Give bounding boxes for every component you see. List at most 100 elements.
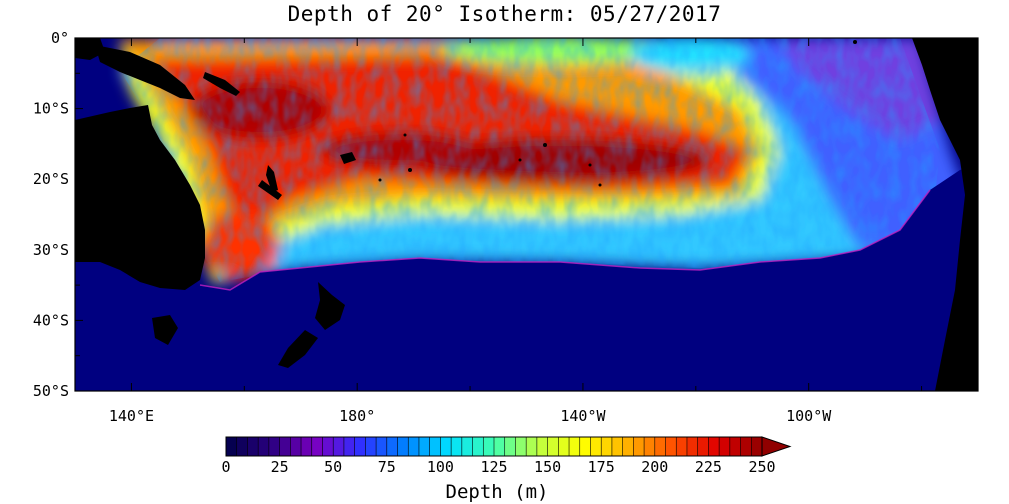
- new-zealand-south: [278, 330, 318, 368]
- data-edge: [199, 189, 931, 291]
- solomon-islands: [203, 72, 240, 96]
- colorbar-tick-label: 25: [271, 458, 289, 476]
- colorbar-bin: [258, 437, 270, 456]
- colorbar-bin: [418, 437, 431, 456]
- colorbar-bin: [483, 437, 495, 456]
- lon-tick-label: 180°: [339, 407, 375, 425]
- lon-tick-label: 140°E: [109, 407, 154, 425]
- colorbar-bin: [665, 437, 677, 456]
- lon-tick-label: 140°W: [560, 407, 606, 425]
- vanuatu: [266, 165, 278, 192]
- colorbar-bin: [226, 437, 238, 456]
- colorbar-tick-label: 100: [427, 458, 454, 476]
- colorbar-tick-label: 250: [748, 458, 775, 476]
- colorbar-bin: [504, 437, 516, 456]
- colorbar-tick-label: 125: [480, 458, 507, 476]
- lat-tick-label: 50°S: [33, 382, 69, 400]
- colorbar-tick-label: 75: [378, 458, 396, 476]
- colorbar-bin: [622, 437, 634, 456]
- tasmania: [152, 315, 178, 345]
- colorbar-bin: [676, 437, 688, 456]
- island-5: [598, 183, 602, 187]
- colorbar-bin: [279, 437, 291, 456]
- colorbar-bin: [633, 437, 645, 456]
- australia: [75, 105, 205, 290]
- colorbar-bin: [311, 437, 323, 456]
- colorbar-bin: [558, 437, 570, 456]
- colorbar-bin: [654, 437, 667, 456]
- colorbar-tick-label: 0: [221, 458, 230, 476]
- colorbar-bin: [322, 437, 334, 456]
- colorbar-bin: [386, 437, 399, 456]
- colorbar-bin: [536, 437, 549, 456]
- island-6: [378, 178, 382, 182]
- colorbar-bin: [515, 437, 527, 456]
- island-3: [518, 158, 522, 162]
- data-field: [75, 38, 978, 391]
- colorbar-bin: [611, 437, 624, 456]
- colorbar-bin: [526, 437, 538, 456]
- colorbar-bin: [719, 437, 731, 456]
- colorbar-tick-label: 225: [695, 458, 722, 476]
- island-7: [403, 133, 407, 137]
- longitude-axis: 140°E 180° 140°W 100°W: [109, 38, 923, 425]
- colorbar-bin: [343, 437, 356, 456]
- lat-tick-label: 20°S: [33, 170, 69, 188]
- colorbar-tick-label: 175: [588, 458, 615, 476]
- colorbar-bin: [301, 437, 313, 456]
- indonesia: [75, 38, 105, 60]
- colorbar-extend-arrow: [761, 436, 792, 457]
- colorbar-bin: [247, 437, 259, 456]
- new-caledonia: [258, 180, 282, 200]
- colorbar-bin: [236, 437, 248, 456]
- island-8: [853, 40, 857, 44]
- colorbar-bin: [354, 437, 366, 456]
- colorbar-bin: [451, 437, 463, 456]
- colorbar-bin: [461, 437, 474, 456]
- colorbar-bin: [333, 437, 345, 456]
- colorbar-bin: [601, 437, 613, 456]
- land: [75, 38, 978, 391]
- latitude-axis: 0° 10°S 20°S 30°S 40°S 50°S: [33, 29, 978, 400]
- colorbar-tick-label: 200: [641, 458, 668, 476]
- field-texture: [120, 38, 940, 282]
- island-2: [543, 143, 547, 147]
- colorbar-bin: [429, 437, 441, 456]
- new-guinea: [95, 45, 195, 100]
- colorbar-tick-label: 50: [324, 458, 342, 476]
- colorbar-bin: [494, 437, 506, 456]
- colorbar-bin: [697, 437, 709, 456]
- colorbar-bin: [376, 437, 388, 456]
- colorbar-bin: [547, 437, 559, 456]
- colorbar-bin: [686, 437, 699, 456]
- colorbar-bin: [708, 437, 720, 456]
- colorbar-bin: [440, 437, 452, 456]
- lat-tick-label: 0°: [51, 29, 69, 47]
- colorbar-bin: [408, 437, 420, 456]
- colorbar-bin: [569, 437, 581, 456]
- colorbar-bin: [579, 437, 591, 456]
- colorbar-bin: [729, 437, 742, 456]
- island-1: [408, 168, 412, 172]
- lat-tick-label: 30°S: [33, 241, 69, 259]
- new-zealand-north: [315, 282, 345, 330]
- colorbar-bin: [590, 437, 602, 456]
- colorbar-bin: [644, 437, 656, 456]
- colorbar-tick-label: 150: [534, 458, 561, 476]
- colorbar-bin: [268, 437, 281, 456]
- colorbar-bin: [290, 437, 302, 456]
- map-title: Depth of 20° Isotherm: 05/27/2017: [287, 2, 722, 26]
- colorbar-bin: [740, 437, 752, 456]
- colorbar-bin: [472, 437, 484, 456]
- lat-tick-label: 40°S: [33, 311, 69, 329]
- lon-tick-label: 100°W: [786, 407, 832, 425]
- colorbar-bin: [751, 437, 763, 456]
- island-4: [588, 163, 592, 167]
- colorbar-bin: [365, 437, 377, 456]
- south-america: [912, 38, 978, 391]
- colorbar: 0 25 50 75 100 125 150 175 200 225 250: [221, 436, 792, 476]
- lat-tick-label: 10°S: [33, 100, 69, 118]
- colorbar-bin: [397, 437, 409, 456]
- colorbar-title: Depth (m): [446, 481, 549, 503]
